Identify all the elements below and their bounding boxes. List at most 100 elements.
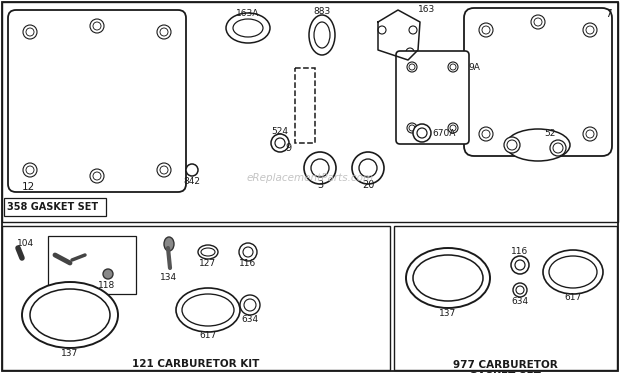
Circle shape xyxy=(482,130,490,138)
Text: 524: 524 xyxy=(272,126,288,135)
Circle shape xyxy=(450,125,456,131)
Circle shape xyxy=(479,127,493,141)
Circle shape xyxy=(240,295,260,315)
Text: 163: 163 xyxy=(418,6,435,15)
Circle shape xyxy=(583,23,597,37)
Circle shape xyxy=(409,64,415,70)
Circle shape xyxy=(448,123,458,133)
Circle shape xyxy=(352,152,384,184)
Bar xyxy=(4,198,106,216)
Circle shape xyxy=(275,138,285,148)
Circle shape xyxy=(160,166,168,174)
Text: 617: 617 xyxy=(564,294,582,303)
Ellipse shape xyxy=(413,255,483,301)
Ellipse shape xyxy=(506,129,570,161)
Circle shape xyxy=(534,18,542,26)
Text: 121 CARBURETOR KIT: 121 CARBURETOR KIT xyxy=(132,359,260,369)
Text: 9: 9 xyxy=(286,143,292,153)
Circle shape xyxy=(586,26,594,34)
Circle shape xyxy=(534,138,542,146)
Bar xyxy=(295,68,315,143)
Circle shape xyxy=(479,23,493,37)
Circle shape xyxy=(244,299,256,311)
Circle shape xyxy=(243,247,253,257)
Circle shape xyxy=(482,26,490,34)
Ellipse shape xyxy=(406,248,490,308)
Ellipse shape xyxy=(22,282,118,348)
Circle shape xyxy=(359,159,377,177)
Ellipse shape xyxy=(233,19,263,37)
Text: 12: 12 xyxy=(22,182,35,192)
Circle shape xyxy=(406,48,414,56)
Circle shape xyxy=(586,130,594,138)
Bar xyxy=(2,226,390,370)
Text: 137: 137 xyxy=(440,308,456,317)
Circle shape xyxy=(26,28,34,36)
Text: 116: 116 xyxy=(239,258,257,267)
Circle shape xyxy=(378,26,386,34)
Circle shape xyxy=(413,124,431,142)
Circle shape xyxy=(507,140,517,150)
Circle shape xyxy=(90,169,104,183)
Text: 9A: 9A xyxy=(468,63,480,72)
Ellipse shape xyxy=(176,288,240,332)
Circle shape xyxy=(93,22,101,30)
Ellipse shape xyxy=(309,15,335,55)
Ellipse shape xyxy=(182,294,234,326)
Text: 3: 3 xyxy=(317,180,323,190)
FancyBboxPatch shape xyxy=(396,51,469,144)
Circle shape xyxy=(450,64,456,70)
Ellipse shape xyxy=(201,248,215,256)
Circle shape xyxy=(511,256,529,274)
Ellipse shape xyxy=(30,289,110,341)
Circle shape xyxy=(409,26,417,34)
Circle shape xyxy=(550,140,566,156)
Ellipse shape xyxy=(198,245,218,259)
Circle shape xyxy=(513,283,527,297)
Text: 52: 52 xyxy=(544,129,556,138)
Ellipse shape xyxy=(226,13,270,43)
Circle shape xyxy=(583,127,597,141)
Circle shape xyxy=(504,137,520,153)
Circle shape xyxy=(515,260,525,270)
Text: eReplacementParts.com: eReplacementParts.com xyxy=(246,173,374,183)
Text: 842: 842 xyxy=(184,176,200,185)
Text: 977 CARBURETOR
GASKET SET: 977 CARBURETOR GASKET SET xyxy=(453,360,557,373)
Circle shape xyxy=(407,123,417,133)
Text: 127: 127 xyxy=(200,258,216,267)
Circle shape xyxy=(271,134,289,152)
Circle shape xyxy=(23,163,37,177)
Text: 7: 7 xyxy=(605,9,612,19)
Ellipse shape xyxy=(314,22,330,48)
Circle shape xyxy=(90,19,104,33)
Circle shape xyxy=(186,164,198,176)
Text: 20: 20 xyxy=(362,180,374,190)
Text: 118: 118 xyxy=(98,282,115,291)
Circle shape xyxy=(409,125,415,131)
Text: 883: 883 xyxy=(313,7,330,16)
Circle shape xyxy=(516,286,524,294)
Circle shape xyxy=(93,172,101,180)
Text: 634: 634 xyxy=(241,316,259,325)
Circle shape xyxy=(157,25,171,39)
Text: 617: 617 xyxy=(200,330,216,339)
FancyBboxPatch shape xyxy=(464,8,612,156)
Bar xyxy=(2,2,618,222)
Circle shape xyxy=(304,152,336,184)
Circle shape xyxy=(417,128,427,138)
Text: 116: 116 xyxy=(512,248,529,257)
Text: 634: 634 xyxy=(512,298,529,307)
Circle shape xyxy=(103,269,113,279)
Ellipse shape xyxy=(549,256,597,288)
Circle shape xyxy=(23,25,37,39)
Text: 670A: 670A xyxy=(432,129,455,138)
Circle shape xyxy=(531,135,545,149)
Circle shape xyxy=(239,243,257,261)
Text: 358 GASKET SET: 358 GASKET SET xyxy=(7,202,98,212)
Circle shape xyxy=(553,143,563,153)
Text: 163A: 163A xyxy=(236,9,260,19)
Circle shape xyxy=(448,62,458,72)
Text: 134: 134 xyxy=(161,273,177,282)
Polygon shape xyxy=(378,10,420,60)
Circle shape xyxy=(26,166,34,174)
